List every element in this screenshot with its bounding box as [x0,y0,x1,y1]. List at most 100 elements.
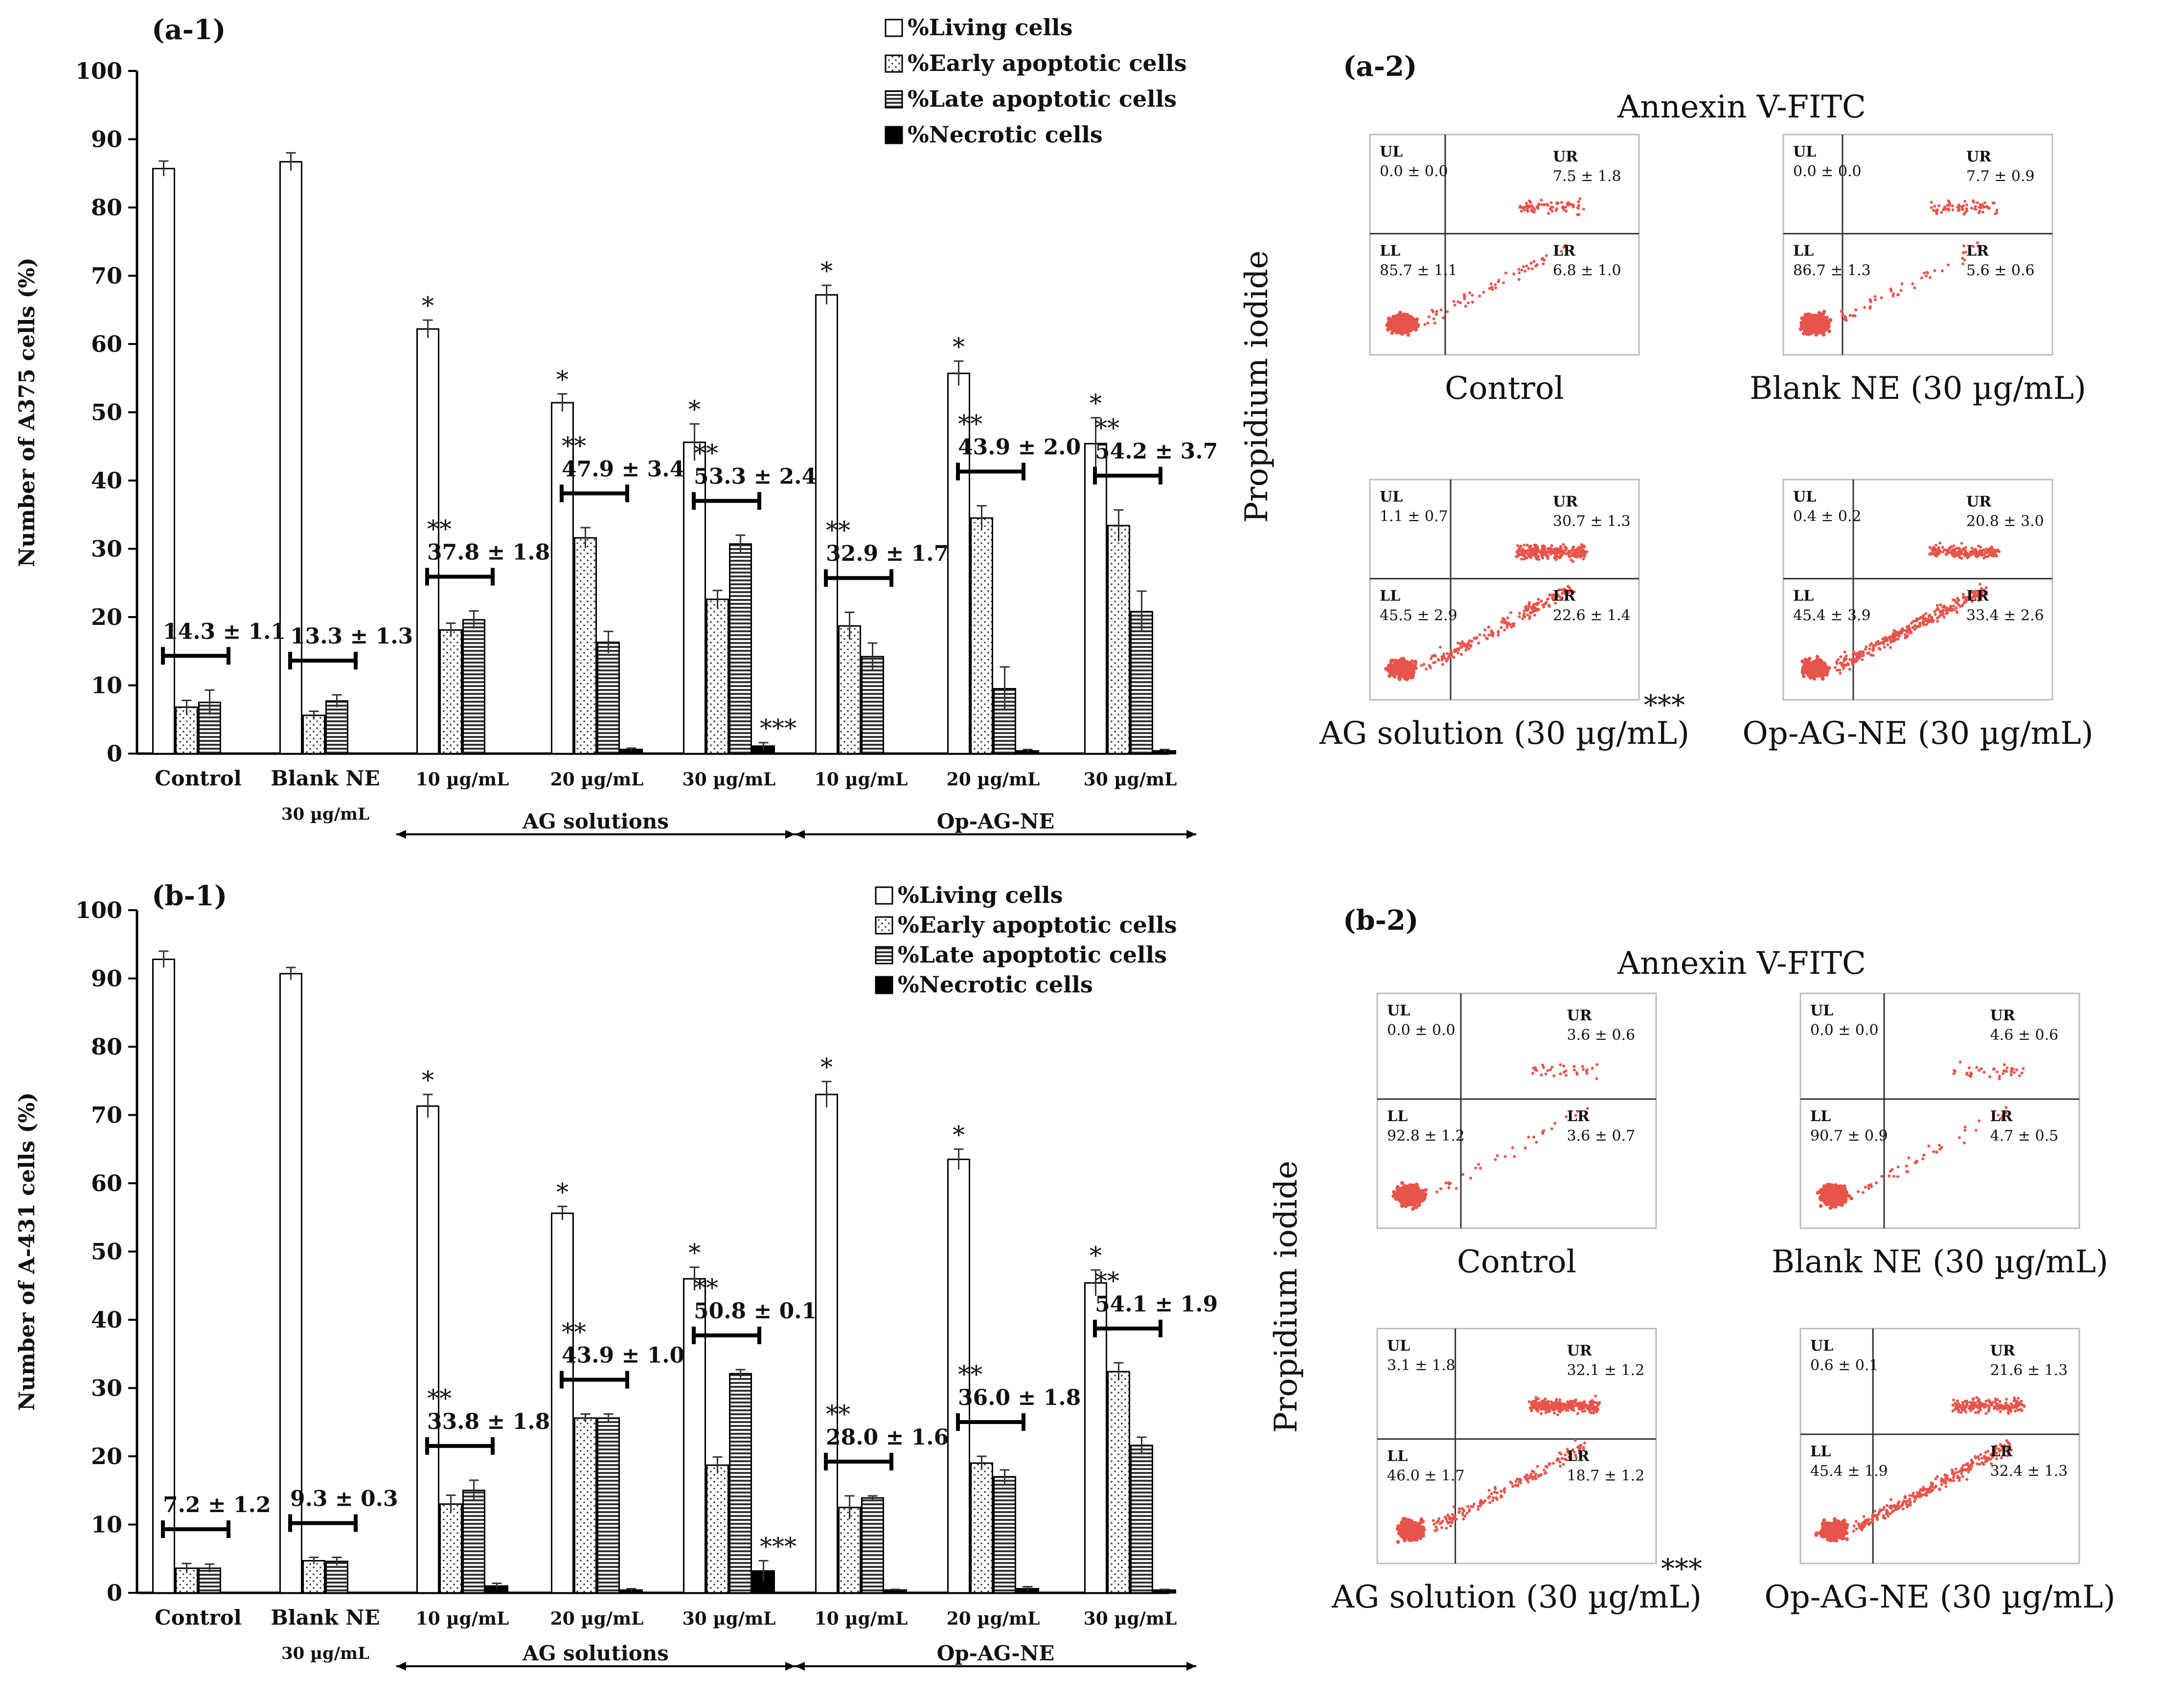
y-tick-label: 0 [107,1580,122,1606]
bar [815,1094,838,1594]
bar [838,625,861,755]
plot-title: Op-AG-NE (30 µg/mL) [1764,1579,2115,1615]
sum-label: 14.3 ± 1.1 [163,619,286,644]
quadrant-name: UL [1793,488,1816,505]
quadrant-name: LR [1990,1108,2013,1125]
quadrant-name: LR [1553,243,1576,260]
flow-cytometry-a431: (b-2) Annexin V-FITC Propidium iodide UL 0.0… [1268,904,2116,1615]
bar [970,517,993,755]
sum-label: 7.2 ± 1.2 [163,1493,271,1517]
bar [1130,1445,1153,1594]
category-label: 20 µg/mL [550,1608,644,1629]
quadrant-value: 18.7 ± 1.2 [1567,1468,1645,1485]
plot-title: Op-AG-NE (30 µg/mL) [1742,715,2093,752]
category-label: 30 µg/mL [1084,1608,1177,1629]
quadrant-name: LL [1810,1443,1831,1460]
quadrant-value: 4.7 ± 0.5 [1990,1127,2059,1145]
y-tick-label: 50 [91,1239,122,1265]
quadrant-name: LR [1966,588,1989,605]
quadrant-value: 86.7 ± 1.3 [1793,262,1871,279]
significance-mark: * [556,1178,569,1206]
quadrant-value: 20.8 ± 3.0 [1966,513,2044,530]
bar [1084,443,1107,755]
dot-cloud [1391,1063,1599,1211]
sum-significance: ** [826,516,850,545]
y-axis-label: Propidium iodide [1268,1161,1304,1433]
legend-entry: %Early apoptotic cells [908,50,1187,76]
quadrant-name: UR [1966,148,1992,165]
significance-mark: * [820,257,833,285]
group-arrow-head [1186,830,1196,839]
significance-mark: * [1090,390,1102,418]
quadrant-name: UR [1567,1342,1592,1359]
blank-concentration-note: 30 µg/mL [281,804,369,824]
plot-title: Blank NE (30 µg/mL) [1772,1244,2108,1280]
group-label: Op-AG-NE [937,809,1054,833]
quadrant-value: 32.4 ± 1.3 [1990,1463,2068,1480]
quadrant-value: 46.0 ± 1.7 [1387,1468,1465,1485]
panel-label: (b-2) [1343,904,1418,937]
bar [462,619,485,755]
y-tick-label: 70 [91,1102,122,1128]
dot-cloud [1816,1060,2025,1210]
sum-label: 33.8 ± 1.8 [427,1409,550,1434]
bar [1130,611,1153,755]
quadrant-value: 30.7 ± 1.3 [1553,513,1631,530]
bar [325,700,348,755]
group-arrow-head [795,830,805,839]
quadrant-name: LL [1793,588,1814,605]
sum-label: 36.0 ± 1.8 [958,1385,1081,1410]
legend-swatch [875,976,893,994]
category-label: 20 µg/mL [947,1608,1040,1629]
quadrant-value: 0.4 ± 0.2 [1793,508,1862,525]
quadrant-name: LR [1966,243,1989,260]
flow-cytometry-a375: (a-2) Annexin V-FITC Propidium iodide UL 0.0… [1239,50,2093,752]
bar [175,706,198,755]
group-arrow-head [396,830,406,839]
quadrant-name: UR [1567,1007,1592,1024]
bar [729,543,752,755]
legend-swatch [875,946,893,965]
x-axis-label: Annexin V-FITC [1617,89,1866,125]
dot-plot: UL 0.0 ± 0.0 UR 7.7 ± 0.9 LL 86.7 ± 1.3 LR 5.6 … [1750,134,2086,407]
group-arrow-head [396,1662,406,1671]
quadrant-value: 33.4 ± 2.6 [1966,607,2044,624]
bar [729,1373,752,1594]
bar [574,1417,597,1594]
legend-entry: %Necrotic cells [908,121,1103,148]
quadrant-name: UL [1793,143,1816,161]
dot-cloud [1814,1396,2026,1543]
legend-entry: %Late apoptotic cells [898,942,1167,968]
category-label: 10 µg/mL [815,769,908,790]
quadrant-value: 1.1 ± 0.7 [1380,508,1448,525]
y-tick-label: 80 [91,194,122,221]
significance-mark: * [422,1066,434,1095]
group-arrow-head [795,1662,805,1671]
y-tick-label: 90 [91,965,122,992]
bar [416,328,439,755]
quadrant-name: LL [1380,588,1400,605]
group-label: AG solutions [522,809,669,833]
quadrant-value: 7.7 ± 0.9 [1966,168,2035,185]
group-label: AG solutions [522,1641,669,1665]
chart-a431: (b-1) 0 10 20 30 40 50 60 70 80 90 100 Number of A-4… [15,880,1218,1671]
bar [439,629,462,755]
plot-frame [1376,1328,1657,1564]
quadrant-name: UL [1810,1337,1833,1355]
sum-significance: ** [427,515,452,543]
quadrant-name: LR [1567,1108,1590,1125]
dot-cloud [1800,541,2001,681]
dot-plot: UL 0.0 ± 0.0 UR 3.6 ± 0.6 LL 92.8 ± 1.2 LR 3.6 … [1376,992,1657,1280]
bar [706,1464,729,1594]
dot-plot: UL 3.1 ± 1.8 UR 32.1 ± 1.2 LL 46.0 ± 1.7 LR 18.… [1331,1328,1702,1615]
bar [597,1417,620,1594]
significance-mark: * [688,1239,701,1267]
category-label: 30 µg/mL [1084,769,1177,790]
bar [325,1561,348,1594]
sum-label: 13.3 ± 1.3 [290,624,413,649]
quadrant-value: 32.1 ± 1.2 [1567,1362,1645,1379]
sum-significance: ** [1095,1267,1119,1295]
y-axis-label: Number of A-431 cells (%) [15,1092,40,1411]
legend-entry: %Early apoptotic cells [898,912,1177,938]
